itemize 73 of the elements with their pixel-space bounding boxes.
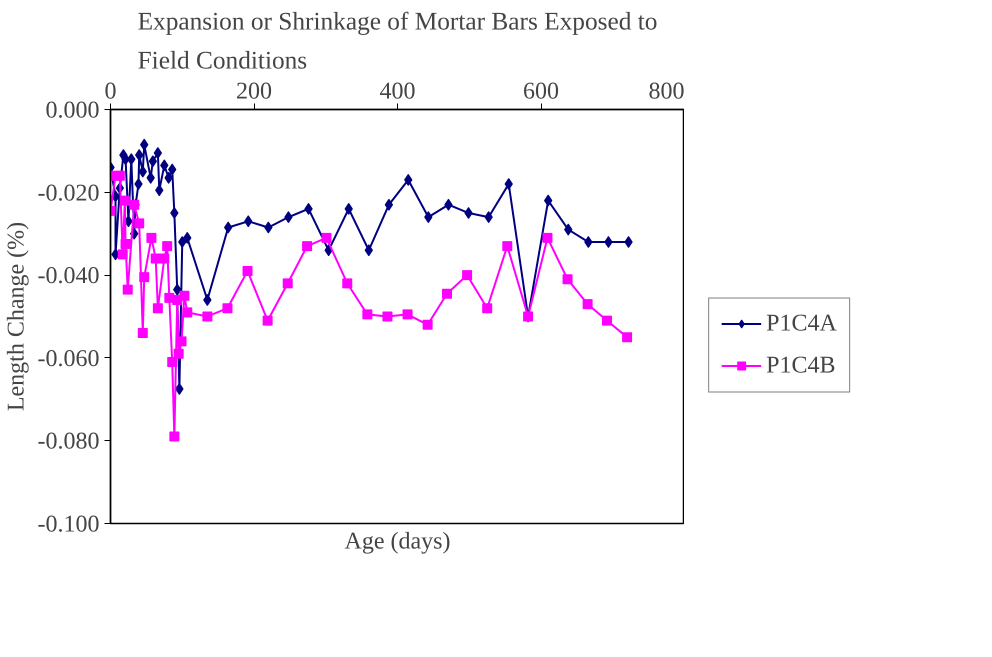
point xyxy=(170,207,179,219)
point xyxy=(462,270,472,280)
point xyxy=(122,284,133,295)
point xyxy=(167,357,178,368)
x-tick-label: 400 xyxy=(380,78,416,104)
point xyxy=(262,316,273,326)
point xyxy=(159,254,170,264)
point xyxy=(584,236,593,248)
point xyxy=(284,211,293,224)
point xyxy=(542,232,552,243)
point xyxy=(562,274,573,284)
x-tick-label: 200 xyxy=(236,78,272,104)
point xyxy=(624,236,633,248)
y-tick-label: -0.020 xyxy=(38,180,100,206)
point xyxy=(484,211,493,224)
point xyxy=(162,241,172,252)
point xyxy=(134,178,143,190)
point xyxy=(154,146,162,159)
point xyxy=(602,316,612,326)
y-axis-title: Length Change (%) xyxy=(4,222,30,412)
point xyxy=(264,221,273,234)
point xyxy=(134,218,144,228)
point xyxy=(342,278,352,288)
point xyxy=(203,294,212,306)
x-tick-label: 800 xyxy=(648,78,684,104)
point xyxy=(120,239,131,250)
point xyxy=(202,312,212,322)
y-tick-label: -0.080 xyxy=(38,428,100,455)
legend-label: P1C4B xyxy=(766,352,836,379)
x-tick-label: 600 xyxy=(523,78,559,104)
point xyxy=(384,198,394,211)
point xyxy=(362,309,372,320)
point xyxy=(382,312,392,322)
point xyxy=(138,328,148,338)
point xyxy=(179,290,190,301)
point xyxy=(321,232,332,243)
point xyxy=(422,320,433,330)
point xyxy=(464,207,473,219)
point xyxy=(604,236,613,248)
legend-label: P1C4A xyxy=(766,310,837,337)
point xyxy=(242,266,253,276)
point xyxy=(114,170,125,181)
point xyxy=(582,299,593,310)
point xyxy=(444,198,453,211)
point xyxy=(402,309,413,320)
point xyxy=(118,249,128,260)
point xyxy=(304,202,313,215)
point xyxy=(622,332,632,342)
point xyxy=(150,254,161,264)
point xyxy=(164,172,173,184)
y-tick-label: -0.060 xyxy=(38,346,100,372)
point xyxy=(120,196,130,206)
point xyxy=(175,382,184,395)
point xyxy=(482,303,492,314)
point xyxy=(182,307,192,318)
point xyxy=(152,303,163,314)
x-axis-title: Age (days) xyxy=(344,528,450,554)
point xyxy=(424,211,433,224)
y-tick-label: 0.000 xyxy=(46,98,100,124)
point xyxy=(176,336,187,346)
point xyxy=(282,278,293,288)
point xyxy=(302,241,312,252)
chart-title: Expansion or Shrinkage of Mortar Bars Exposed to Field Conditions xyxy=(138,7,658,74)
x-tick-label: 0 xyxy=(104,78,116,104)
y-tick-label: -0.040 xyxy=(38,263,100,290)
point xyxy=(174,348,184,359)
point xyxy=(502,241,512,252)
point xyxy=(169,432,180,442)
point xyxy=(139,272,150,282)
y-tick-label: -0.100 xyxy=(38,512,100,538)
point xyxy=(442,288,452,299)
point xyxy=(146,232,156,243)
point xyxy=(222,303,232,314)
